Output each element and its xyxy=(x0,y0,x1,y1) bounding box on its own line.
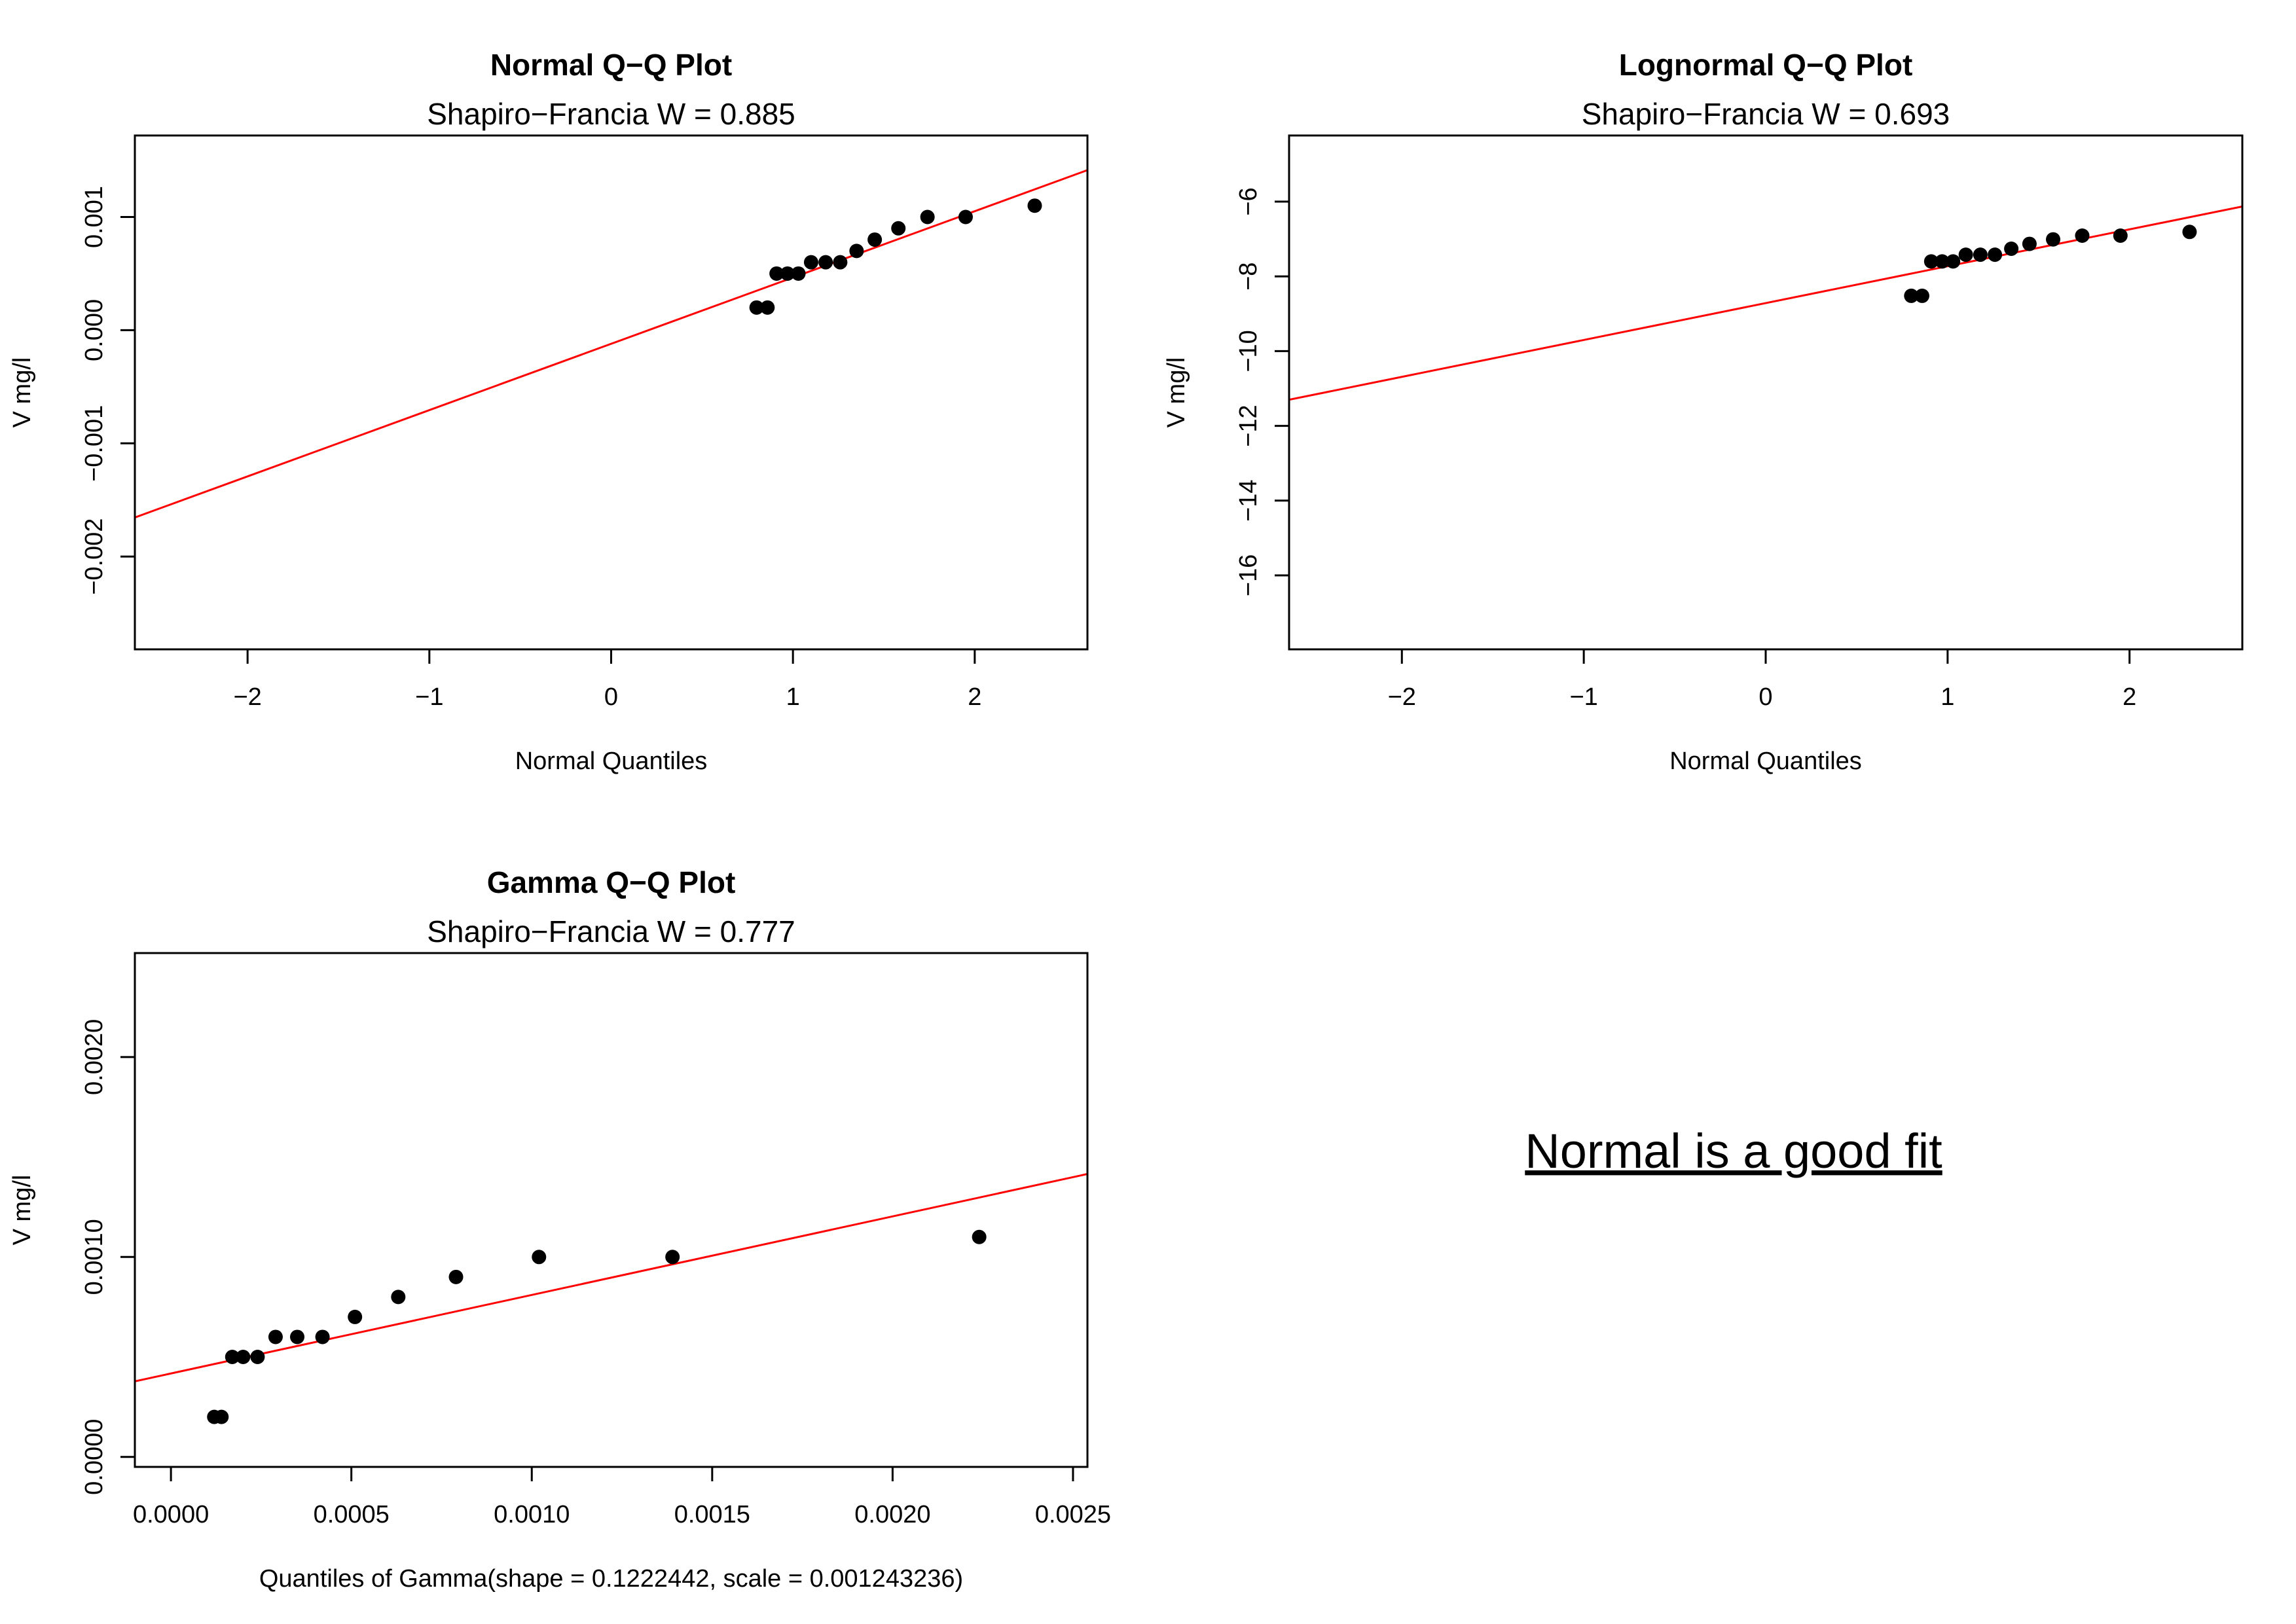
data-point xyxy=(250,1350,265,1365)
data-point xyxy=(2004,241,2019,256)
x-tick-label: −1 xyxy=(1569,683,1597,711)
qq-chart-gamma: Gamma Q−Q Plot Shapiro−Francia W = 0.777 0… xyxy=(9,865,1111,1593)
data-point xyxy=(867,232,883,247)
x-axis-label: Quantiles of Gamma(shape = 0.1222442, sc… xyxy=(259,1565,963,1593)
data-point xyxy=(1958,247,1973,262)
data-point xyxy=(348,1309,363,1324)
y-tick-label: 0.000 xyxy=(81,299,108,361)
chart-title: Lognormal Q−Q Plot xyxy=(1619,48,1913,82)
data-point xyxy=(214,1409,229,1424)
data-point xyxy=(769,266,784,281)
y-tick-label: 0.0010 xyxy=(81,1219,108,1295)
x-tick-label: 0.0005 xyxy=(314,1501,390,1528)
data-point xyxy=(1946,254,1961,269)
y-axis-label: V mg/l xyxy=(9,357,36,428)
y-tick-label: −10 xyxy=(1235,330,1262,372)
data-point xyxy=(236,1350,251,1365)
data-point xyxy=(665,1250,680,1265)
qq-chart-normal: Normal Q−Q Plot Shapiro−Francia W = 0.885… xyxy=(9,48,1089,775)
x-tick-label: 1 xyxy=(786,683,800,711)
x-tick-label: 0 xyxy=(1758,683,1772,711)
data-point xyxy=(760,300,775,315)
x-axis-label: Normal Quantiles xyxy=(1669,748,1862,775)
data-point xyxy=(803,255,818,270)
chart-subtitle: Shapiro−Francia W = 0.885 xyxy=(427,97,795,131)
x-tick-label: 0.0020 xyxy=(854,1501,930,1528)
fit-line xyxy=(135,1173,1087,1382)
chart-subtitle: Shapiro−Francia W = 0.777 xyxy=(427,914,795,948)
data-point xyxy=(2182,225,2197,240)
data-point xyxy=(833,255,848,270)
y-tick-label: −6 xyxy=(1235,187,1262,215)
data-point xyxy=(1904,288,1919,303)
data-point xyxy=(920,209,935,225)
data-point xyxy=(891,221,906,236)
data-point xyxy=(2075,228,2090,244)
x-tick-label: 1 xyxy=(1941,683,1954,711)
charts-layer: Normal Q−Q Plot Shapiro−Francia W = 0.885… xyxy=(9,48,2244,1593)
data-point xyxy=(849,244,864,259)
data-point xyxy=(268,1329,283,1344)
y-tick-label: −8 xyxy=(1235,262,1262,291)
y-tick-label: 0.0000 xyxy=(81,1419,108,1495)
data-point xyxy=(2046,232,2061,247)
x-tick-label: 0.0010 xyxy=(494,1501,570,1528)
x-tick-label: 0.0015 xyxy=(674,1501,750,1528)
x-axis-label: Normal Quantiles xyxy=(515,748,708,775)
y-tick-label: 0.0020 xyxy=(81,1019,108,1095)
y-tick-label: −16 xyxy=(1235,554,1262,596)
y-tick-label: −14 xyxy=(1235,480,1262,522)
data-point xyxy=(225,1350,240,1365)
data-point xyxy=(391,1290,406,1305)
data-point xyxy=(1973,247,1988,262)
y-axis-label: V mg/l xyxy=(1163,357,1190,428)
x-tick-label: 0.0000 xyxy=(133,1501,209,1528)
y-tick-label: −0.001 xyxy=(81,405,108,482)
chart-title: Gamma Q−Q Plot xyxy=(487,865,736,899)
data-point xyxy=(1914,288,1929,303)
data-point xyxy=(958,209,973,225)
data-point xyxy=(972,1229,987,1244)
data-point xyxy=(1027,198,1042,213)
data-point xyxy=(448,1269,464,1284)
chart-subtitle: Shapiro−Francia W = 0.693 xyxy=(1582,97,1950,131)
data-point xyxy=(791,266,806,281)
qq-chart-lognormal: Lognormal Q−Q Plot Shapiro−Francia W = 0.… xyxy=(1163,48,2244,775)
fit-conclusion-note: Normal is a good fit xyxy=(1525,1124,1942,1178)
data-point xyxy=(818,255,833,270)
data-point xyxy=(290,1329,305,1344)
data-point xyxy=(1923,254,1939,269)
data-point xyxy=(2022,236,2037,251)
x-tick-label: 2 xyxy=(968,683,981,711)
chart-title: Normal Q−Q Plot xyxy=(490,48,732,82)
x-tick-label: −2 xyxy=(233,683,261,711)
y-axis-label: V mg/l xyxy=(9,1175,36,1246)
y-tick-label: 0.001 xyxy=(81,186,108,248)
x-tick-label: 0 xyxy=(604,683,618,711)
x-tick-label: 2 xyxy=(2123,683,2136,711)
plot-frame xyxy=(134,952,1089,1468)
data-point xyxy=(1935,254,1950,269)
data-point xyxy=(2113,228,2128,244)
y-tick-label: −12 xyxy=(1235,405,1262,446)
x-tick-label: −1 xyxy=(415,683,443,711)
fit-line xyxy=(135,169,1087,518)
data-point xyxy=(749,300,764,315)
x-tick-label: −2 xyxy=(1388,683,1416,711)
data-point xyxy=(532,1250,547,1265)
data-point xyxy=(1988,247,2003,262)
data-point xyxy=(780,266,795,281)
y-tick-label: −0.002 xyxy=(81,518,108,595)
data-point xyxy=(315,1329,330,1344)
x-tick-label: 0.0025 xyxy=(1035,1501,1111,1528)
